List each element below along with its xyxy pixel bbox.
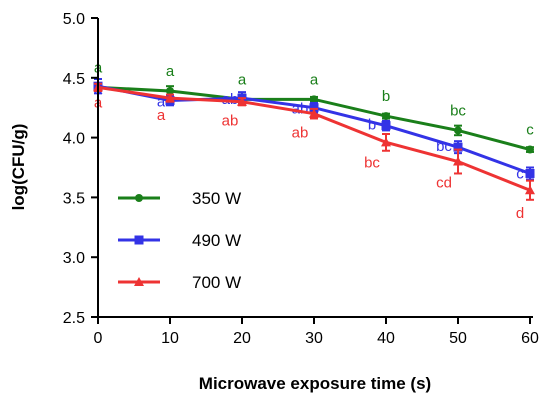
y-tick-label: 4.0: [63, 131, 85, 148]
data-point: [166, 86, 174, 95]
significance-letter: bc: [364, 154, 380, 171]
data-point: [526, 145, 534, 154]
significance-letter: cd: [436, 175, 452, 192]
ticks: 0 10 20 30 40 50 60 2.5 3.0 3.5 4.0 4.5 5.0: [63, 11, 539, 347]
data-point: [309, 108, 319, 118]
legend-marker: [134, 277, 144, 286]
plot-area: aaaabbccaaababbbccaaababbccdd: [93, 59, 535, 222]
data-point: [237, 96, 247, 106]
x-tick-label: 10: [161, 330, 179, 347]
data-point: [525, 168, 535, 178]
x-tick-label: 40: [377, 330, 395, 347]
x-tick-label: 60: [521, 330, 539, 347]
x-axis-title: Microwave exposure time (s): [199, 374, 431, 393]
legend-label: 700 W: [192, 273, 241, 292]
significance-letter: a: [157, 107, 166, 124]
data-point: [454, 126, 462, 135]
y-tick-label: 3.5: [63, 190, 85, 207]
legend-marker: [134, 235, 144, 245]
significance-letter: b: [368, 117, 376, 134]
legend-item: 350 W: [118, 189, 241, 208]
data-point: [165, 93, 175, 103]
data-point: [381, 121, 391, 131]
legend-label: 490 W: [192, 231, 241, 250]
legend-item: 490 W: [118, 231, 241, 250]
x-tick-label: 20: [233, 330, 251, 347]
y-tick-label: 2.5: [63, 310, 85, 327]
significance-letter: c: [516, 165, 524, 182]
y-tick-label: 4.5: [63, 71, 85, 88]
significance-letter: bc: [436, 138, 452, 155]
y-tick-label: 5.0: [63, 11, 85, 28]
significance-letter: a: [310, 71, 319, 88]
significance-letter: b: [382, 88, 390, 105]
x-tick-label: 30: [305, 330, 323, 347]
data-point: [381, 137, 391, 147]
legend-item: 700 W: [118, 273, 241, 292]
significance-letter: ab: [222, 113, 239, 130]
y-axis-title: log(CFU/g): [9, 124, 28, 211]
axes: [97, 18, 533, 318]
data-point: [453, 142, 463, 152]
data-point: [310, 95, 318, 104]
data-point: [309, 103, 319, 113]
significance-letter: c: [526, 122, 534, 139]
data-point: [525, 185, 535, 195]
significance-letter: bc: [450, 102, 466, 119]
legend-marker: [135, 194, 143, 202]
data-point: [382, 112, 390, 121]
significance-letter: d: [516, 205, 524, 222]
significance-letter: ab: [292, 125, 309, 142]
x-tick-label: 50: [449, 330, 467, 347]
significance-letter: a: [157, 94, 166, 111]
data-point: [453, 156, 463, 166]
y-tick-label: 3.0: [63, 250, 85, 267]
significance-letter: a: [166, 63, 175, 80]
significance-letter: a: [238, 71, 247, 88]
legend: 350 W 490 W 700 W: [118, 189, 241, 292]
x-tick-label: 0: [94, 330, 103, 347]
legend-label: 350 W: [192, 189, 241, 208]
